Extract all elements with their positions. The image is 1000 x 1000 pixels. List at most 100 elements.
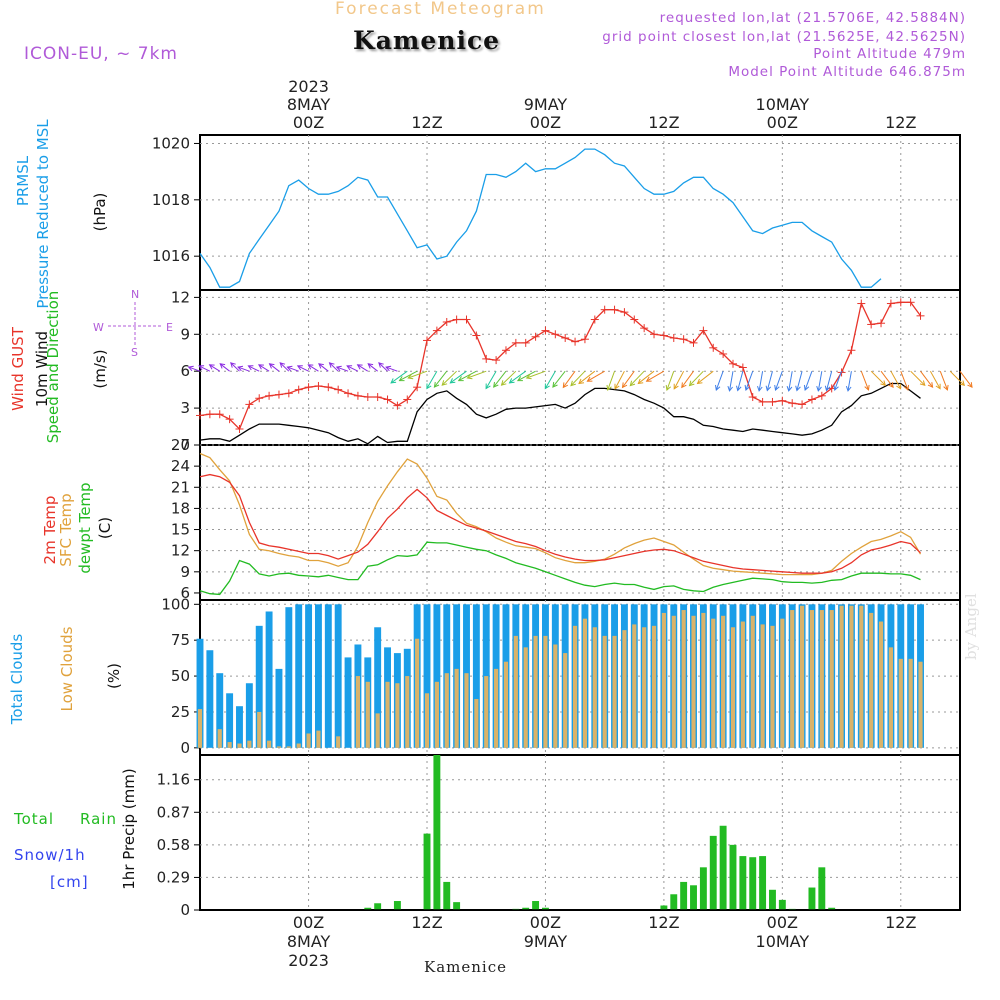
wind-direction-arrow <box>552 370 566 388</box>
wind-direction-arrow <box>847 371 852 391</box>
wind-direction-arrowhead <box>621 382 628 389</box>
bottom-time-hour: 00Z <box>767 913 798 932</box>
precip-bar <box>364 907 372 910</box>
clouds-ytick-label: 100 <box>161 595 190 613</box>
wind-direction-arrowhead <box>816 385 822 392</box>
wind-direction-arrow <box>939 371 948 391</box>
bottom-time-hour: 00Z <box>530 913 561 932</box>
wind-ytick-label: 0 <box>180 436 190 454</box>
wind-direction-arrowhead <box>208 364 215 370</box>
compass-w: W <box>93 321 104 334</box>
wind-direction-arrowhead <box>219 363 226 369</box>
wind-direction-arrow <box>501 370 517 386</box>
wind-direction-arrowhead <box>959 380 966 387</box>
low-cloud-bar <box>632 624 637 748</box>
low-cloud-bar <box>780 618 785 748</box>
precip-bar <box>443 881 451 910</box>
wind-direction-arrow <box>681 370 694 388</box>
wind-direction-arrow <box>826 371 833 391</box>
precip-bar <box>719 825 727 910</box>
wind-direction-arrow <box>485 370 497 389</box>
wind-direction-arrow <box>646 370 665 382</box>
wind-direction-arrowhead <box>903 384 910 391</box>
wind-ytick-label: 6 <box>180 362 190 380</box>
wind-direction-arrow <box>297 365 309 372</box>
low-cloud-bar <box>316 730 321 748</box>
wind-direction-arrow <box>949 370 965 386</box>
wind-direction-arrowhead <box>508 378 515 384</box>
wind-direction-arrow <box>458 370 477 382</box>
low-cloud-bar <box>533 635 538 748</box>
low-cloud-bar <box>760 624 765 748</box>
precip-ytick-label: 0.29 <box>157 868 190 886</box>
low-cloud-bar <box>711 618 716 748</box>
wind-direction-arrow <box>346 365 359 372</box>
wind-direction-arrowhead <box>433 381 440 388</box>
low-cloud-bar <box>898 658 903 748</box>
footer-station: Kamenice <box>424 958 507 976</box>
low-cloud-bar <box>691 615 696 748</box>
wind-direction-arrow <box>408 370 428 379</box>
low-cloud-bar <box>661 612 666 748</box>
wind-direction-arrowhead <box>896 383 902 390</box>
pressure-line <box>199 148 882 288</box>
wind-direction-arrow <box>367 363 378 372</box>
precip-bar <box>680 881 688 910</box>
forecast-title: Forecast Meteogram <box>335 0 546 19</box>
top-time-year: 2023 <box>288 77 329 96</box>
bottom-time-hour: 12Z <box>648 913 679 932</box>
low-cloud-bar <box>888 647 893 748</box>
wind-direction-arrowhead <box>466 373 473 380</box>
wind-direction-arrow <box>715 371 724 391</box>
wind-direction-arrowhead <box>614 383 620 390</box>
wind-direction-arrowhead <box>307 364 314 370</box>
precip-frame <box>199 754 961 911</box>
low-cloud-bar <box>839 605 844 748</box>
wind-direction-arrow <box>434 370 448 388</box>
precip-bar <box>660 905 668 910</box>
precip-bar <box>709 835 717 910</box>
low-cloud-bar <box>197 709 203 748</box>
wind-direction-arrow <box>758 371 764 391</box>
precip-bar <box>699 867 707 910</box>
total-cloud-bar <box>324 604 332 748</box>
low-cloud-bar <box>750 615 755 748</box>
wind-direction-arrowhead <box>378 362 384 368</box>
wind-direction-arrowhead <box>449 378 456 384</box>
precip-bar <box>532 901 540 910</box>
bottom-time-hour: 12Z <box>411 913 442 932</box>
wind-direction-arrow <box>230 362 240 372</box>
wind-direction-arrowhead <box>407 373 414 380</box>
total-cloud-bar <box>472 604 480 748</box>
wind-direction-arrowhead <box>296 365 303 371</box>
wind-direction-arrowhead <box>681 382 687 389</box>
wind-direction-arrow <box>441 370 457 386</box>
wind-direction-arrowhead <box>927 382 934 389</box>
temp-ytick-label: 21 <box>171 478 190 496</box>
wind-direction-arrow <box>188 366 201 372</box>
low-cloud-bar <box>286 746 291 748</box>
precip-bar <box>828 907 836 910</box>
wind-direction-arrow <box>198 365 211 372</box>
low-cloud-bar <box>227 742 232 748</box>
clouds-ytick-label: 25 <box>171 703 190 721</box>
wind-direction-arrow <box>666 371 675 391</box>
total-cloud-bar <box>255 625 263 748</box>
precip-bar <box>769 889 776 910</box>
low-cloud-bar <box>869 612 874 748</box>
bottom-time-date: 9MAY <box>524 932 568 951</box>
wind-direction-arrow <box>796 371 803 391</box>
wind-direction-arrowhead <box>230 362 236 368</box>
total-cloud-bar <box>226 693 234 748</box>
low-cloud-bar <box>523 647 528 748</box>
precip-ytick-label: 1.16 <box>157 771 190 789</box>
low-cloud-bar <box>770 625 775 748</box>
wind-direction-arrow <box>357 364 369 372</box>
low-cloud-bar <box>217 729 222 748</box>
wind-direction-arrowhead <box>880 380 887 387</box>
wind-direction-arrow <box>399 370 418 382</box>
pressure-ytick-label: 1020 <box>152 134 190 152</box>
wind-direction-arrow <box>834 371 843 391</box>
top-time-date: 10MAY <box>756 95 810 114</box>
